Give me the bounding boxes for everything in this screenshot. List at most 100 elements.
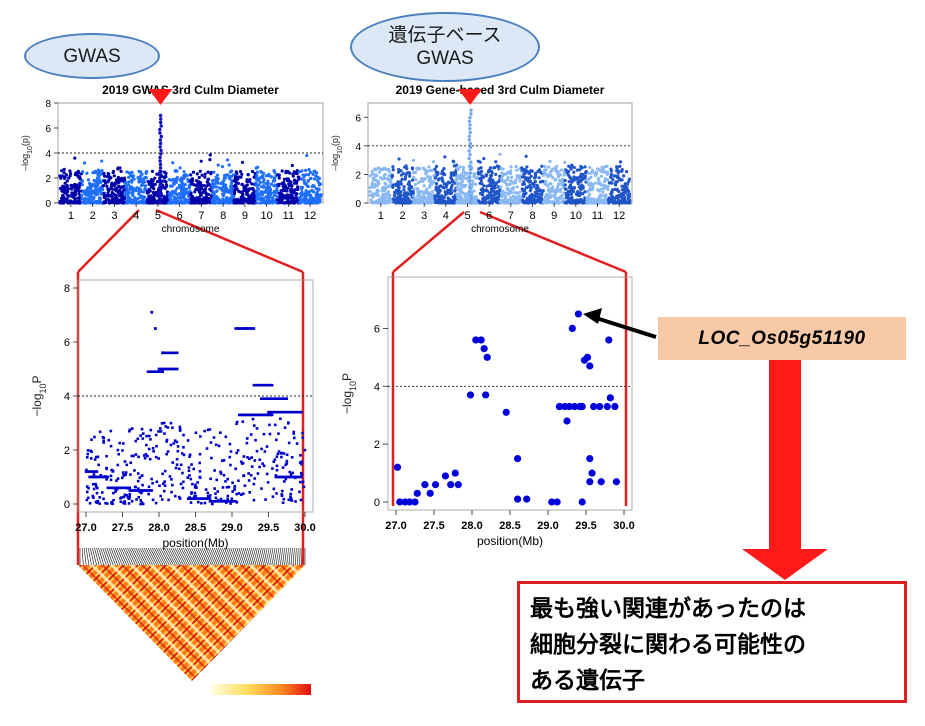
manhattan-point — [288, 201, 292, 205]
snp-point — [198, 475, 202, 479]
manhattan-point — [462, 174, 466, 178]
manhattan-point — [391, 168, 395, 172]
snp-point — [282, 480, 286, 483]
snp-point — [101, 435, 105, 439]
snp-point — [157, 457, 161, 460]
manhattan-point — [477, 167, 481, 171]
manhattan-point — [434, 200, 438, 204]
manhattan-point — [399, 196, 403, 200]
manhattan-point — [418, 189, 422, 194]
snp-cluster-point — [284, 475, 288, 479]
snp-point — [159, 430, 163, 433]
manhattan-point — [543, 171, 547, 175]
manhattan-point — [127, 183, 131, 187]
manhattan-point — [600, 199, 605, 203]
snp-point — [134, 439, 138, 443]
manhattan-point — [101, 188, 105, 192]
ld-connector — [279, 547, 283, 566]
snp-point — [121, 471, 125, 474]
manhattan-point — [232, 198, 236, 202]
manhattan-point — [290, 184, 294, 188]
manhattan-point — [100, 159, 104, 163]
peak-point — [468, 182, 473, 187]
manhattan-point — [204, 191, 208, 195]
ld-connector — [226, 547, 234, 566]
snp-cluster-point — [131, 489, 135, 492]
gene-point — [466, 391, 475, 399]
snp-point — [107, 438, 111, 442]
manhattan-point — [551, 185, 555, 189]
snp-point — [303, 448, 307, 452]
snp-cluster-point — [291, 410, 295, 414]
manhattan-point — [202, 196, 206, 200]
manhattan-point — [280, 200, 284, 204]
manhattan-point — [534, 186, 538, 191]
peak-point — [159, 187, 163, 191]
manhattan-point — [383, 192, 387, 196]
manhattan-point — [64, 191, 68, 195]
peak-point — [468, 186, 472, 190]
manhattan-point — [304, 168, 308, 173]
manhattan-point — [250, 182, 254, 186]
snp-cluster-point — [298, 410, 302, 414]
manhattan-point — [76, 196, 80, 200]
manhattan-point — [558, 195, 562, 199]
manhattan-point — [564, 193, 569, 197]
snp-point — [226, 494, 230, 498]
manhattan-point — [613, 174, 618, 178]
snp-point — [235, 451, 239, 455]
snp-point — [149, 438, 152, 441]
snp-point — [166, 426, 170, 429]
manhattan-point — [518, 190, 522, 194]
manhattan-point — [80, 193, 84, 198]
snp-point — [273, 423, 277, 427]
snp-point — [188, 453, 192, 457]
manhattan-point — [206, 170, 210, 174]
snp-cluster-point — [217, 500, 220, 503]
manhattan-point — [216, 163, 220, 167]
manhattan-point — [139, 194, 143, 198]
manhattan-point — [502, 179, 506, 183]
snp-point — [94, 455, 98, 459]
manhattan-point — [452, 198, 456, 202]
manhattan-point — [120, 176, 124, 180]
manhattan-point — [312, 201, 317, 205]
manhattan-point — [102, 171, 106, 175]
snp-cluster-point — [286, 410, 289, 414]
manhattan-point — [623, 200, 627, 204]
manhattan-point — [382, 176, 387, 180]
snp-cluster-point — [278, 475, 282, 479]
gene-point — [426, 489, 434, 497]
manhattan-point — [557, 201, 561, 205]
manhattan-point — [173, 189, 177, 193]
manhattan-point — [625, 169, 629, 174]
snp-point — [87, 486, 90, 490]
snp-point — [294, 500, 297, 503]
manhattan-point — [143, 187, 147, 191]
snp-cluster-point — [237, 327, 240, 330]
manhattan-point — [142, 180, 146, 184]
snp-cluster-point — [287, 410, 291, 414]
manhattan-point — [111, 187, 115, 191]
manhattan-point — [410, 178, 415, 182]
manhattan-point — [291, 172, 295, 176]
manhattan-point — [62, 171, 66, 175]
snp-point — [187, 469, 191, 473]
snp-cluster-point — [203, 497, 206, 500]
snp-point — [246, 456, 249, 459]
manhattan-point — [101, 184, 106, 188]
zoom-points — [393, 310, 621, 506]
snp-point — [85, 498, 89, 502]
manhattan-point — [459, 173, 463, 177]
snp-point — [260, 447, 263, 451]
manhattan-point — [378, 201, 383, 205]
snp-point — [274, 474, 278, 477]
snp-point — [209, 494, 212, 497]
snp-cluster-point — [167, 351, 170, 355]
ld-connector — [92, 547, 97, 566]
snp-cluster-point — [282, 410, 285, 414]
manhattan-point — [192, 183, 196, 187]
snp-cluster-point — [192, 497, 195, 500]
snp-point — [188, 455, 191, 458]
manhattan-point — [286, 186, 290, 190]
